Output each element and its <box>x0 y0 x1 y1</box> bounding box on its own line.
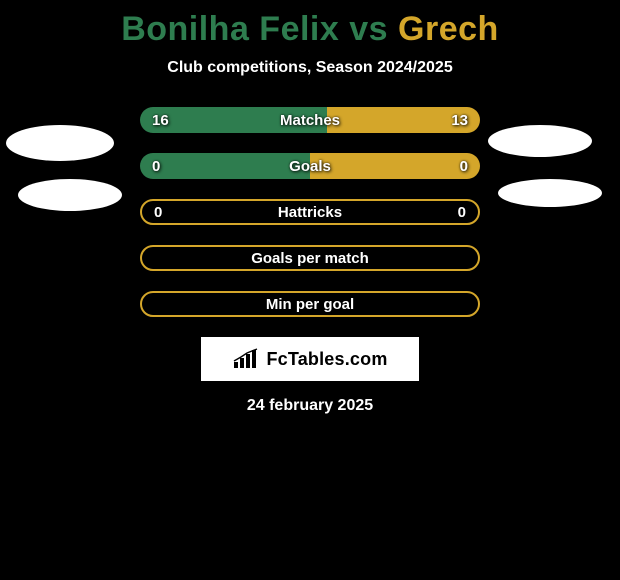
decor-ellipse <box>488 125 592 157</box>
stat-row: 0 Goals 0 <box>140 153 480 179</box>
footer-date: 24 february 2025 <box>0 397 620 415</box>
logo-box: FcTables.com <box>201 337 419 381</box>
stat-label: Goals <box>289 158 331 175</box>
decor-ellipse <box>18 179 122 211</box>
page-title: Bonilha Felix vs Grech <box>0 0 620 49</box>
stat-value-left: 16 <box>152 112 169 129</box>
stat-row: Min per goal <box>140 291 480 317</box>
title-right: Grech <box>398 10 499 48</box>
stat-label: Goals per match <box>251 250 369 267</box>
stat-label: Hattricks <box>278 204 342 221</box>
comparison-stage: 16 Matches 13 0 Goals 0 0 Hattricks 0 Goals per m… <box>0 107 620 415</box>
stat-value-left: 0 <box>152 158 160 175</box>
stat-row: 16 Matches 13 <box>140 107 480 133</box>
stat-row: 0 Hattricks 0 <box>140 199 480 225</box>
bars-icon <box>232 348 260 370</box>
stat-value-right: 0 <box>458 204 466 221</box>
subtitle: Club competitions, Season 2024/2025 <box>0 59 620 77</box>
stat-row: Goals per match <box>140 245 480 271</box>
stat-label: Min per goal <box>266 296 354 313</box>
bar-fill-left <box>140 153 310 179</box>
stat-value-left: 0 <box>154 204 162 221</box>
decor-ellipse <box>498 179 602 207</box>
title-left: Bonilha Felix <box>121 10 339 48</box>
stat-rows: 16 Matches 13 0 Goals 0 0 Hattricks 0 Goals per m… <box>140 107 480 317</box>
stat-value-right: 0 <box>460 158 468 175</box>
logo-text: FcTables.com <box>266 349 387 370</box>
decor-ellipse <box>6 125 114 161</box>
title-vs: vs <box>339 10 398 48</box>
stat-value-right: 13 <box>451 112 468 129</box>
stat-label: Matches <box>280 112 340 129</box>
bar-fill-right <box>310 153 480 179</box>
